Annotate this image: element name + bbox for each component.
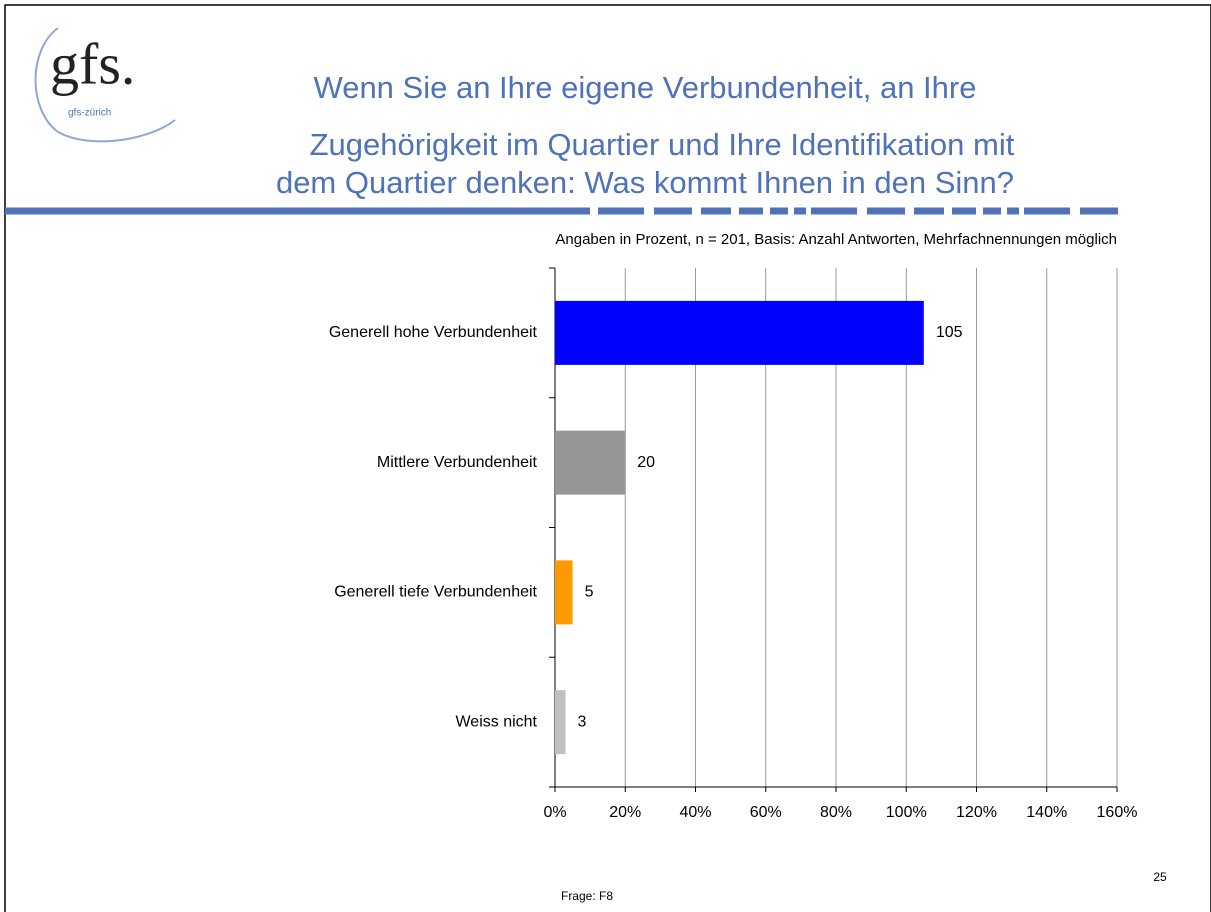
x-tick-label: 60% — [750, 804, 782, 821]
question-ref: Frage: F8 — [561, 889, 613, 903]
x-tick-label: 160% — [1097, 804, 1138, 821]
value-label: 3 — [578, 713, 587, 730]
title-line: Wenn Sie an Ihre eigene Verbundenheit, a… — [314, 70, 977, 105]
x-tick-label: 40% — [679, 804, 711, 821]
x-tick-label: 100% — [886, 804, 927, 821]
value-label: 20 — [637, 454, 655, 471]
x-tick-label: 80% — [820, 804, 852, 821]
bar — [555, 560, 573, 625]
y-tick-label: Mittlere Verbundenheit — [377, 454, 538, 471]
y-tick-label: Generell hohe Verbundenheit — [329, 324, 538, 341]
slide-border — [4, 4, 1211, 912]
value-label: 5 — [585, 584, 594, 601]
bar — [555, 300, 924, 365]
title-line: dem Quartier denken: Was kommt Ihnen in … — [276, 165, 1014, 200]
title-line: Zugehörigkeit im Quartier und Ihre Ident… — [310, 127, 1015, 162]
y-tick-label: Generell tiefe Verbundenheit — [334, 584, 537, 601]
value-label: 105 — [936, 324, 963, 341]
x-tick-label: 120% — [956, 804, 997, 821]
logo-mark: gfs. — [50, 31, 135, 96]
subtitle: Angaben in Prozent, n = 201, Basis: Anza… — [555, 231, 1117, 248]
bar — [555, 430, 626, 495]
logo-arc — [57, 119, 176, 143]
bar — [555, 690, 566, 755]
page-number: 25 — [1153, 870, 1167, 884]
logo-arc — [34, 27, 59, 133]
x-tick-label: 20% — [609, 804, 641, 821]
y-tick-label: Weiss nicht — [455, 713, 537, 730]
x-tick-label: 140% — [1026, 804, 1067, 821]
logo-sub: gfs-zürich — [68, 108, 111, 119]
x-tick-label: 0% — [543, 804, 566, 821]
